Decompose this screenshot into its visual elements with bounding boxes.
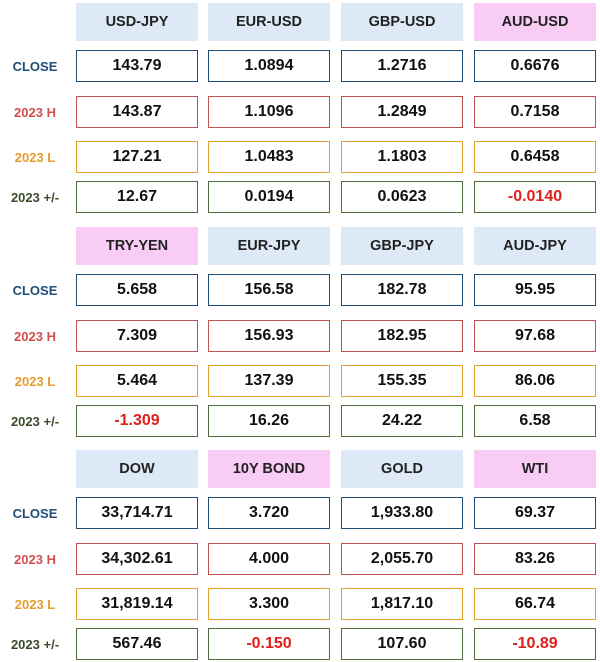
value-cell: 567.46 — [76, 628, 198, 660]
value-cell: 3.300 — [208, 588, 330, 620]
value-cell: 1.0483 — [208, 141, 330, 173]
value-cell: 0.0623 — [341, 181, 463, 213]
value-cell: -10.89 — [474, 628, 596, 660]
value-cell: 31,819.14 — [76, 588, 198, 620]
value-cell: 1.2716 — [341, 50, 463, 82]
value-cell: 1.1096 — [208, 96, 330, 128]
value-cell: 66.74 — [474, 588, 596, 620]
value-cell: 34,302.61 — [76, 543, 198, 575]
value-cell: 155.35 — [341, 365, 463, 397]
column-header: EUR-USD — [208, 3, 330, 41]
row-label-close: CLOSE — [12, 283, 58, 298]
value-cell: 86.06 — [474, 365, 596, 397]
value-cell: 2,055.70 — [341, 543, 463, 575]
row-label-change: 2023 +/- — [10, 414, 60, 429]
column-header: AUD-JPY — [474, 227, 596, 265]
value-cell: 0.6458 — [474, 141, 596, 173]
row-label-change: 2023 +/- — [10, 637, 60, 652]
row-label-low: 2023 L — [14, 150, 56, 165]
value-cell: 33,714.71 — [76, 497, 198, 529]
column-header: AUD-USD — [474, 3, 596, 41]
value-cell: 107.60 — [341, 628, 463, 660]
value-cell: 0.0194 — [208, 181, 330, 213]
value-cell: -0.0140 — [474, 181, 596, 213]
value-cell: 1.0894 — [208, 50, 330, 82]
column-header: GBP-USD — [341, 3, 463, 41]
value-cell: 137.39 — [208, 365, 330, 397]
value-cell: 7.309 — [76, 320, 198, 352]
row-label-high: 2023 H — [14, 105, 56, 120]
column-header: GOLD — [341, 450, 463, 488]
value-cell: 69.37 — [474, 497, 596, 529]
value-cell: 1,817.10 — [341, 588, 463, 620]
column-header: TRY-YEN — [76, 227, 198, 265]
column-header: DOW — [76, 450, 198, 488]
value-cell: 156.93 — [208, 320, 330, 352]
column-header: 10Y BOND — [208, 450, 330, 488]
row-label-close: CLOSE — [12, 506, 58, 521]
value-cell: 143.87 — [76, 96, 198, 128]
value-cell: 1.2849 — [341, 96, 463, 128]
value-cell: 127.21 — [76, 141, 198, 173]
value-cell: -0.150 — [208, 628, 330, 660]
value-cell: 4.000 — [208, 543, 330, 575]
row-label-low: 2023 L — [14, 597, 56, 612]
value-cell: 12.67 — [76, 181, 198, 213]
value-cell: 182.78 — [341, 274, 463, 306]
row-label-high: 2023 H — [14, 552, 56, 567]
value-cell: 3.720 — [208, 497, 330, 529]
value-cell: 1,933.80 — [341, 497, 463, 529]
value-cell: 95.95 — [474, 274, 596, 306]
value-cell: 5.658 — [76, 274, 198, 306]
value-cell: 97.68 — [474, 320, 596, 352]
row-label-low: 2023 L — [14, 374, 56, 389]
row-label-high: 2023 H — [14, 329, 56, 344]
value-cell: 0.7158 — [474, 96, 596, 128]
row-label-close: CLOSE — [12, 59, 58, 74]
value-cell: 6.58 — [474, 405, 596, 437]
value-cell: 182.95 — [341, 320, 463, 352]
value-cell: 1.1803 — [341, 141, 463, 173]
value-cell: -1.309 — [76, 405, 198, 437]
value-cell: 143.79 — [76, 50, 198, 82]
column-header: USD-JPY — [76, 3, 198, 41]
value-cell: 83.26 — [474, 543, 596, 575]
value-cell: 16.26 — [208, 405, 330, 437]
column-header: EUR-JPY — [208, 227, 330, 265]
column-header: GBP-JPY — [341, 227, 463, 265]
row-label-change: 2023 +/- — [10, 190, 60, 205]
value-cell: 24.22 — [341, 405, 463, 437]
value-cell: 156.58 — [208, 274, 330, 306]
value-cell: 5.464 — [76, 365, 198, 397]
column-header: WTI — [474, 450, 596, 488]
value-cell: 0.6676 — [474, 50, 596, 82]
